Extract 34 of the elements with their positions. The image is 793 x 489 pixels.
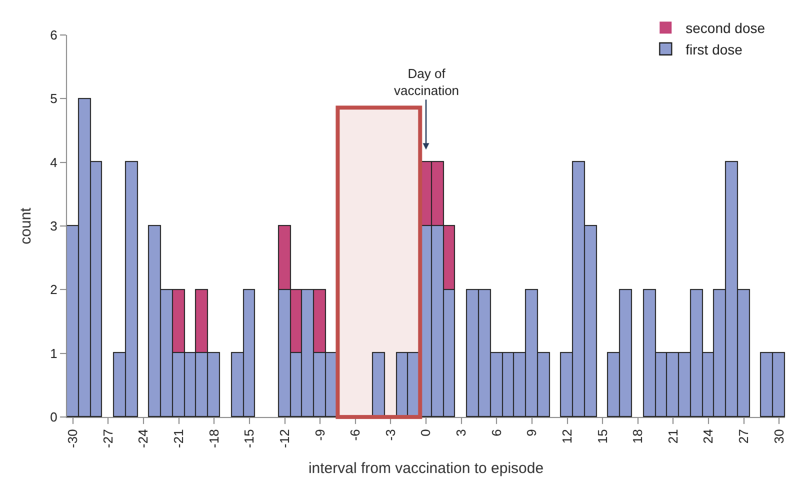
x-tick-label: 30 (771, 429, 786, 444)
x-tick-label: 6 (488, 429, 504, 436)
y-tick-label: 5 (50, 91, 58, 106)
x-tick-label: -15 (242, 429, 257, 448)
y-tick-label: 2 (50, 282, 58, 298)
annotation: Day of vaccination (394, 66, 460, 98)
x-tick-label: 9 (524, 429, 540, 436)
y-axis-title: count (17, 206, 34, 244)
bar (372, 352, 385, 417)
x-tick-label: 3 (454, 429, 469, 436)
x-axis-title: interval from vaccination to episode (308, 460, 544, 477)
x-tick-label: 0 (418, 429, 434, 436)
x-tick-label: -18 (206, 429, 222, 448)
x-tick-label: -24 (136, 429, 151, 448)
legend-label: second dose (686, 20, 766, 36)
x-tick-label: -9 (312, 429, 328, 441)
x-tick-label: 27 (736, 429, 752, 444)
y-tick-label: 1 (50, 346, 58, 361)
x-tick-label: 18 (630, 429, 646, 444)
legend-label: first dose (686, 41, 743, 58)
x-tick-label: -6 (348, 429, 363, 441)
x-tick-label: -3 (382, 429, 398, 441)
x-tick-label: -30 (65, 429, 80, 448)
y-tick-label: 4 (50, 154, 58, 170)
y-tick-label: 6 (50, 28, 58, 43)
x-tick-label: 12 (559, 429, 574, 444)
x-tick-label: -21 (171, 429, 186, 448)
x-tick-label: 21 (665, 429, 680, 444)
y-tick-label: 0 (50, 410, 58, 425)
x-tick-label: 24 (700, 429, 716, 444)
x-tick-label: -12 (276, 429, 292, 448)
y-tick-label: 3 (50, 218, 58, 234)
x-tick-label: -27 (100, 429, 116, 448)
x-tick-label: 15 (594, 429, 610, 444)
